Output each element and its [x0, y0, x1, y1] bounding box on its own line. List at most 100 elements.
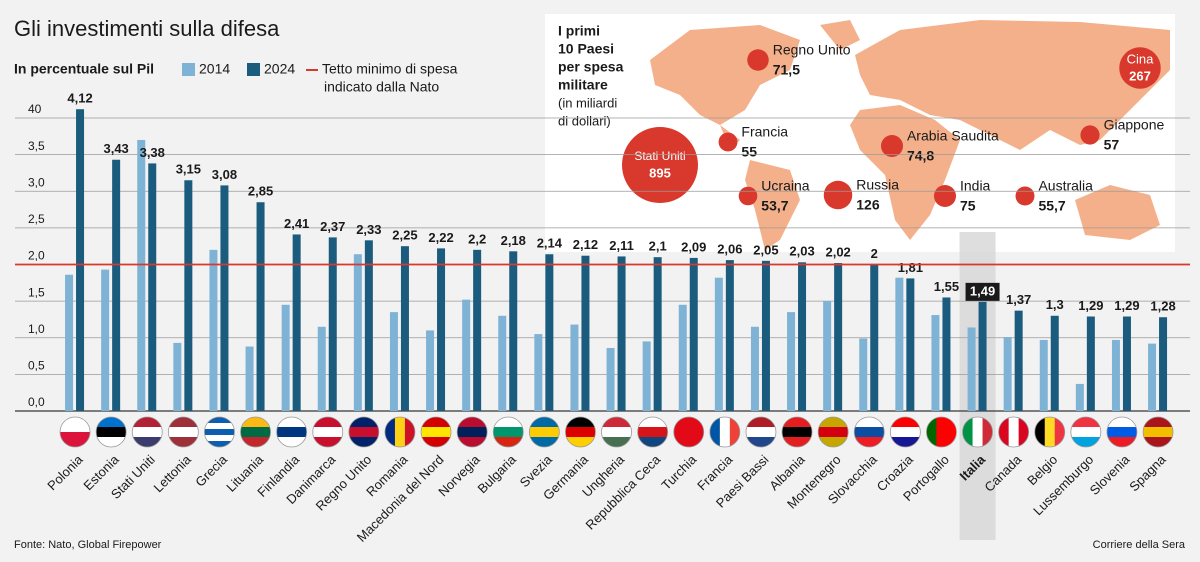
flag-stripe — [204, 435, 235, 442]
value-label: 2,85 — [248, 184, 273, 199]
flag-stripe — [493, 417, 524, 428]
landmass — [855, 20, 1170, 150]
bar — [942, 297, 951, 411]
value-label: 1,49 — [970, 283, 995, 298]
bubble-name: Giappone — [1104, 117, 1165, 133]
bar — [870, 264, 879, 411]
bubble-value: 53,7 — [761, 198, 788, 214]
flag-stripe — [745, 417, 776, 428]
y-tick-label: 1,0 — [28, 322, 45, 336]
bubble-value: 895 — [649, 165, 671, 180]
bar — [1050, 315, 1059, 411]
flag — [565, 417, 596, 447]
bar — [653, 257, 662, 411]
flag-stripe — [132, 417, 163, 428]
flag-stripe — [818, 417, 849, 428]
bubble — [1015, 186, 1035, 206]
flag-stripe — [276, 437, 307, 447]
bar — [725, 260, 734, 411]
flag-stripe — [348, 427, 379, 438]
bubble-value: 57 — [1104, 137, 1120, 153]
flag-ring — [565, 416, 596, 448]
flag-stripe — [1106, 427, 1137, 438]
flag-stripe — [745, 427, 776, 438]
bar — [1111, 339, 1120, 411]
flag — [529, 417, 560, 447]
flag-stripe — [818, 427, 849, 438]
flag-ring — [95, 416, 127, 448]
flag-stripe — [601, 417, 632, 428]
bubble — [823, 180, 853, 210]
value-label: 2,09 — [681, 239, 706, 254]
bar — [787, 312, 796, 411]
bar — [317, 326, 326, 411]
bar — [581, 255, 590, 411]
flag-stripe — [854, 417, 885, 428]
flag-ring — [240, 416, 271, 448]
bubble-name: India — [960, 178, 991, 194]
flag-stripe — [404, 417, 415, 447]
flag-ring — [889, 416, 921, 448]
bubble-value: 55,7 — [1038, 198, 1065, 214]
flag-ring — [745, 416, 777, 448]
flag-stripe — [637, 417, 668, 428]
flag-ring — [781, 416, 813, 448]
bar — [509, 251, 518, 411]
flag-stripe — [312, 437, 343, 447]
bar — [606, 348, 615, 411]
flag-stripe — [60, 417, 91, 433]
bar — [678, 304, 687, 411]
bar — [256, 202, 265, 411]
value-label: 1,81 — [898, 260, 923, 275]
flag-stripe — [673, 417, 704, 447]
value-label: 2,02 — [825, 244, 850, 259]
flag-ring — [528, 416, 560, 448]
flag-ring — [962, 416, 993, 448]
flag-stripe — [890, 437, 921, 447]
flag-stripe — [96, 427, 127, 438]
flag-stripe — [890, 427, 921, 438]
bar — [112, 159, 121, 411]
flag-ring — [420, 416, 452, 448]
value-label: 1,29 — [1114, 298, 1139, 313]
flag-stripe — [96, 417, 127, 428]
flag-stripe — [972, 417, 984, 447]
flag-stripe — [946, 417, 957, 447]
bar — [798, 262, 807, 411]
flag-ring — [167, 416, 199, 448]
flag-stripe — [565, 437, 596, 447]
flag-ring — [276, 416, 308, 448]
bar — [148, 163, 157, 411]
bar — [689, 257, 698, 411]
map-inset: I primi 10 Paesi per spesa militare (in mili… — [545, 14, 1175, 252]
bar — [859, 338, 868, 411]
bar — [353, 254, 362, 411]
flag-stripe — [1106, 417, 1137, 428]
flag-stripe — [240, 417, 271, 428]
value-label: 3,43 — [103, 141, 128, 156]
flag-stripe — [132, 427, 163, 438]
bubble — [1080, 125, 1100, 145]
flag-stripe — [204, 417, 235, 424]
bar — [1014, 310, 1023, 411]
bubble — [881, 135, 903, 157]
flag-stripe — [529, 427, 560, 438]
flag — [673, 417, 704, 447]
flag-stripe — [1070, 437, 1101, 447]
flag-stripe — [565, 417, 596, 428]
bar — [750, 326, 759, 411]
bubble-name: Australia — [1038, 178, 1093, 194]
bar — [1039, 339, 1048, 411]
value-label: 2 — [871, 246, 878, 261]
value-label: 3,15 — [176, 162, 201, 177]
flag-stripe — [565, 427, 596, 438]
bar — [823, 301, 832, 411]
flag-stripe — [276, 427, 307, 438]
flag — [493, 417, 524, 447]
legend-swatch — [247, 63, 260, 76]
value-label: 2,03 — [789, 244, 814, 259]
flag — [890, 417, 921, 447]
flag-stripe — [1018, 417, 1029, 447]
flag-stripe — [204, 441, 235, 447]
y-tick-label: 0,0 — [28, 395, 45, 409]
